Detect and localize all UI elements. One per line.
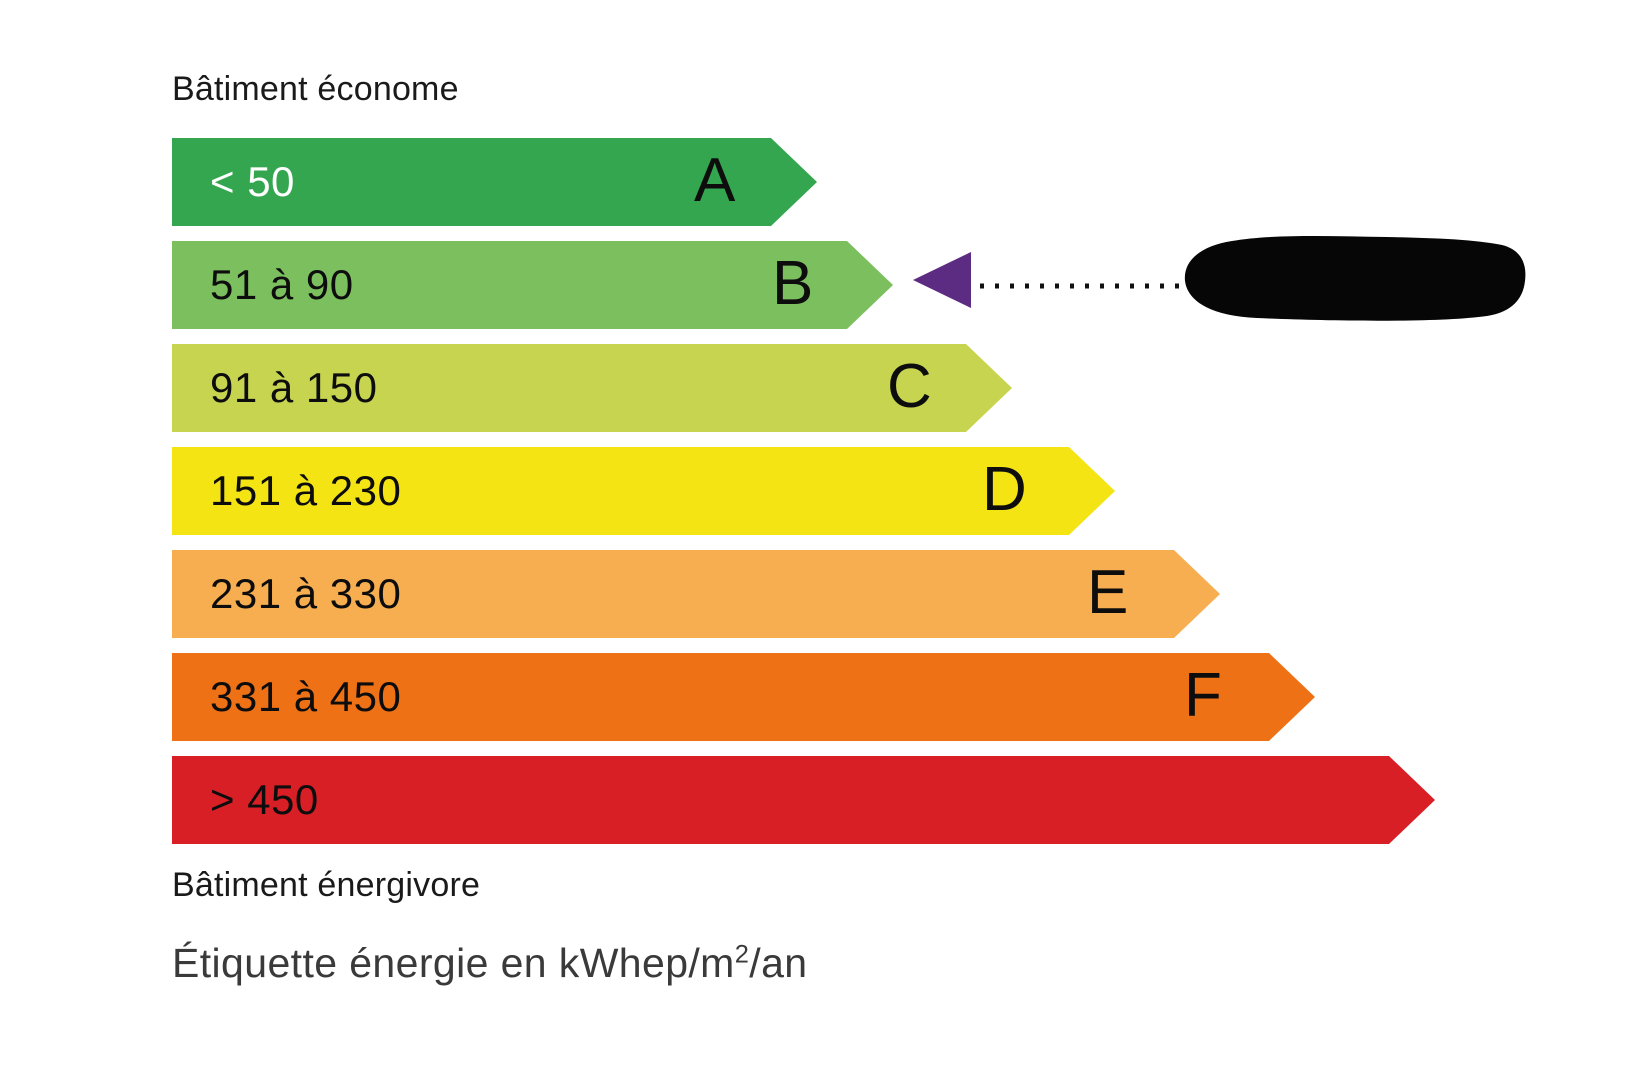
energy-class-bar-c: 91 à 150 C xyxy=(172,344,1012,432)
bar-shape xyxy=(172,344,1012,432)
caption-suffix: /an xyxy=(749,940,808,986)
energy-class-bar-b: 51 à 90 B xyxy=(172,241,893,329)
bar-shape xyxy=(172,756,1435,844)
bar-range-label: 331 à 450 xyxy=(210,673,402,720)
bar-range-label: 91 à 150 xyxy=(210,364,378,411)
energy-class-bar-a: < 50 A xyxy=(172,138,817,226)
bar-shape xyxy=(172,653,1315,741)
energy-class-bar-e: 231 à 330 E xyxy=(172,550,1220,638)
bar-range-label: > 450 xyxy=(210,776,319,823)
caption-superscript: 2 xyxy=(734,940,750,969)
energy-class-bar-f: 331 à 450 F xyxy=(172,653,1315,741)
top-heading: Bâtiment économe xyxy=(172,70,459,108)
bar-class-letter: F xyxy=(1184,660,1222,730)
bar-range-label: 151 à 230 xyxy=(210,467,402,514)
bar-shape xyxy=(172,241,893,329)
bar-class-letter: D xyxy=(982,454,1027,524)
caption-prefix: Étiquette énergie en kWhep/m xyxy=(172,940,735,986)
energy-class-bar-g: > 450 xyxy=(172,756,1435,844)
bottom-heading: Bâtiment énergivore xyxy=(172,866,481,904)
energy-class-bar-d: 151 à 230 D xyxy=(172,447,1115,535)
bar-class-letter: E xyxy=(1087,557,1129,627)
bar-class-letter: B xyxy=(772,248,814,318)
bar-shape xyxy=(172,138,817,226)
bar-shape xyxy=(172,447,1115,535)
chart-caption: Étiquette énergie en kWhep/m2/an xyxy=(172,940,807,987)
bar-range-label: 231 à 330 xyxy=(210,570,402,617)
bar-range-label: 51 à 90 xyxy=(210,261,354,308)
bar-shape xyxy=(172,550,1220,638)
bar-class-letter: C xyxy=(887,351,932,421)
bar-class-letter: A xyxy=(694,145,736,215)
bar-range-label: < 50 xyxy=(210,158,295,205)
